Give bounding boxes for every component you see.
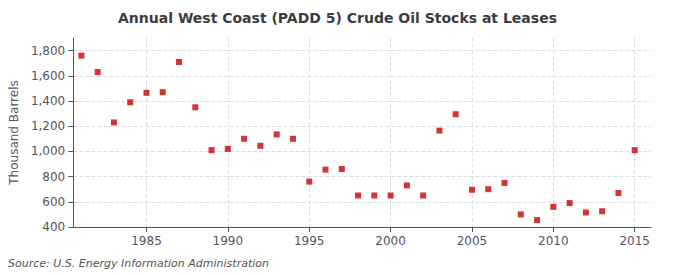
svg-text:2015: 2015	[619, 234, 650, 248]
svg-text:1,000: 1,000	[31, 144, 65, 158]
svg-text:1985: 1985	[131, 234, 162, 248]
svg-text:Thousand Barrels: Thousand Barrels	[7, 80, 21, 185]
svg-text:600: 600	[42, 195, 65, 209]
svg-text:400: 400	[42, 220, 65, 234]
svg-text:1,200: 1,200	[31, 119, 65, 133]
svg-text:Source: U.S. Energy Informatio: Source: U.S. Energy Information Administ…	[8, 257, 269, 270]
svg-text:Annual West Coast (PADD 5) Cru: Annual West Coast (PADD 5) Crude Oil Sto…	[118, 10, 557, 26]
svg-text:1990: 1990	[213, 234, 244, 248]
svg-text:2000: 2000	[375, 234, 406, 248]
svg-text:1,800: 1,800	[31, 44, 65, 58]
svg-text:1,600: 1,600	[31, 69, 65, 83]
svg-text:800: 800	[42, 170, 65, 184]
svg-text:2010: 2010	[538, 234, 569, 248]
svg-text:2005: 2005	[457, 234, 488, 248]
svg-text:1,400: 1,400	[31, 94, 65, 108]
svg-text:1995: 1995	[294, 234, 325, 248]
